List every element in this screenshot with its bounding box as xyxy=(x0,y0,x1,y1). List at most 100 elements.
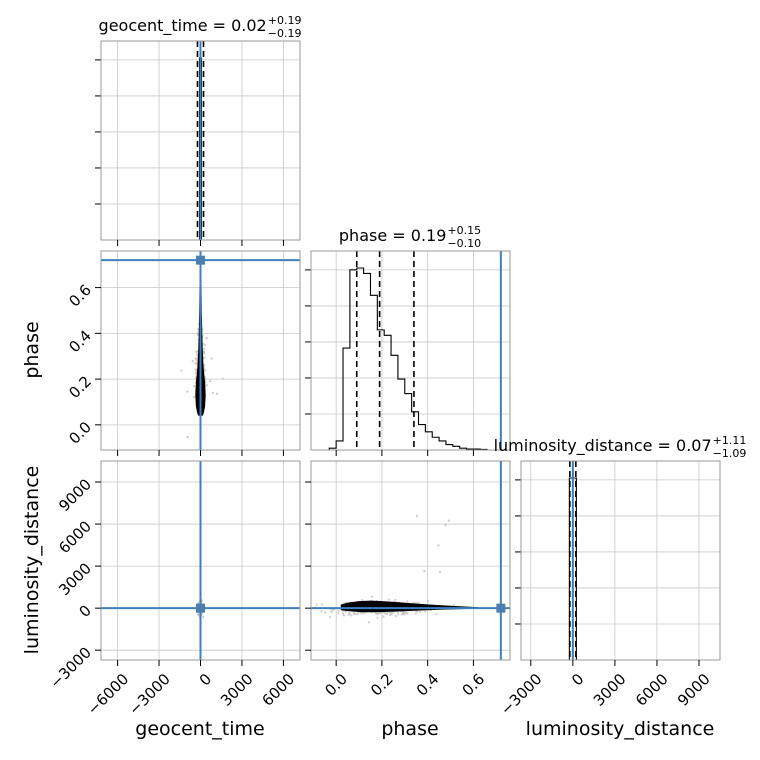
scatter-phase-geocent-point xyxy=(205,336,208,340)
grid-layer xyxy=(101,41,720,660)
scatter-dist-phase-point xyxy=(389,613,392,617)
scatter-dist-phase-outlier-point xyxy=(438,570,442,574)
scatter-dist-phase-outlier-point xyxy=(444,523,447,527)
panel-phase-phase-frame xyxy=(310,250,511,451)
scatter-phase-geocent-point xyxy=(202,347,206,350)
scatter-phase-geocent-point xyxy=(195,359,198,362)
ytick-label-phase: 0.6 xyxy=(65,281,95,311)
ytick-label-phase: 0.0 xyxy=(65,418,95,448)
title-phase: phase = 0.19 +0.15−0.10 xyxy=(339,224,481,250)
scatter-dist-phase-point xyxy=(419,610,422,613)
title-luminosity_distance: luminosity_distance = 0.07 +1.11−1.09 xyxy=(494,434,747,460)
yaxis-label-phase: phase xyxy=(21,321,43,378)
scatter-phase-geocent-outlier-point xyxy=(193,395,196,399)
scatter-phase-geocent-outlier-point xyxy=(211,391,215,395)
xtick-label-luminosity_distance: 3000 xyxy=(590,670,630,710)
scatter-dist-phase-point xyxy=(402,611,406,615)
scatter-dist-phase-point xyxy=(435,612,438,616)
title-upper-geocent_time: +0.19 xyxy=(268,14,302,27)
yaxis-label-luminosity_distance: luminosity_distance xyxy=(21,466,43,655)
scatter-dist-phase-point xyxy=(370,595,374,598)
scatter-dist-phase-outlier-point xyxy=(423,569,426,573)
ytick-label-luminosity_distance: 3000 xyxy=(55,559,95,599)
scatter-phase-geocent-point xyxy=(194,357,198,360)
scatter-dist-phase-point xyxy=(328,615,332,619)
scatter-phase-geocent-point xyxy=(194,372,198,375)
title-upper-phase: +0.15 xyxy=(447,224,481,237)
scatter-dist-phase-point xyxy=(362,611,366,614)
title-main-luminosity_distance: luminosity_distance = 0.07 xyxy=(494,436,712,456)
scatter-dist-phase-point xyxy=(400,613,403,616)
scatter-dist-phase-point xyxy=(406,600,409,603)
xtick-label-geocent_time: 3000 xyxy=(217,670,257,710)
xtick-label-geocent_time: −6000 xyxy=(84,670,133,719)
title-geocent_time: geocent_time = 0.02 +0.19−0.19 xyxy=(99,14,302,40)
marks-layer xyxy=(195,41,577,660)
scatter-dist-phase-point xyxy=(350,614,353,617)
scatter-phase-geocent-point xyxy=(205,384,208,387)
scatter-dist-phase-point xyxy=(383,612,386,615)
ytick-label-phase: 0.2 xyxy=(65,372,95,402)
histogram-phase xyxy=(328,267,497,451)
xtick-label-luminosity_distance: −3000 xyxy=(497,670,546,719)
xtick-label-phase: 0.0 xyxy=(321,670,351,700)
xtick-label-geocent_time: 0 xyxy=(196,670,215,689)
density-dist-phase xyxy=(340,600,478,613)
xtick-label-phase: 0.4 xyxy=(413,670,443,700)
ytick-label-luminosity_distance: 6000 xyxy=(55,517,95,557)
xtick-label-luminosity_distance: 0 xyxy=(568,670,587,689)
scatter-phase-geocent-point xyxy=(202,363,206,367)
scatter-dist-phase-point xyxy=(337,609,340,612)
scatter-dist-phase-point xyxy=(405,612,408,615)
truth-layer xyxy=(101,41,574,660)
scatter-dist-phase-point xyxy=(414,612,417,615)
scatter-dist-phase-outlier-point xyxy=(447,519,450,522)
scatter-dist-phase-point xyxy=(324,611,327,614)
scatter-dist-phase-point xyxy=(337,612,340,615)
xaxis-label-phase: phase xyxy=(381,718,438,740)
scatter-phase-geocent-point xyxy=(203,356,206,360)
title-lower-phase: −0.10 xyxy=(447,237,481,250)
scatter-dist-phase-point xyxy=(356,613,359,616)
scatter-dist-phase-point xyxy=(427,599,430,603)
scatter-phase-geocent-outlier-point xyxy=(186,435,189,439)
scatter-phase-geocent-outlier-point xyxy=(221,377,224,380)
scatter-dist-phase-point xyxy=(382,615,385,618)
scatter-dist-phase-point xyxy=(385,612,389,616)
scatter-dist-phase-point xyxy=(394,598,397,601)
scatter-phase-geocent-point xyxy=(191,359,194,363)
xtick-label-luminosity_distance: 6000 xyxy=(632,670,672,710)
scatter-dist-phase-outlier-point xyxy=(437,544,440,547)
title-lower-luminosity_distance: −1.09 xyxy=(713,447,747,460)
scatter-dist-phase-point xyxy=(361,599,364,602)
title-main-phase: phase = 0.19 xyxy=(339,226,446,245)
scatter-phase-geocent-outlier-point xyxy=(210,357,213,360)
scatter-dist-phase-point xyxy=(424,610,427,613)
ytick-label-luminosity_distance: 9000 xyxy=(55,475,95,515)
xaxis-label-geocent_time: geocent_time xyxy=(135,718,264,740)
scatter-phase-geocent-outlier-point xyxy=(208,379,212,383)
scatter-phase-geocent-point xyxy=(202,350,205,353)
scatter-dist-phase-outlier-point xyxy=(415,514,419,518)
scatter-dist-phase-point xyxy=(413,601,416,604)
scatter-phase-geocent-point xyxy=(195,353,199,356)
ytick-label-luminosity_distance: −3000 xyxy=(46,643,95,692)
xtick-label-geocent_time: −3000 xyxy=(125,670,174,719)
scatter-dist-phase-point xyxy=(315,603,318,606)
panel-luminosity_distance-phase-frame xyxy=(310,460,511,661)
xtick-label-luminosity_distance: 9000 xyxy=(674,670,714,710)
scatter-dist-phase-point xyxy=(320,610,323,613)
panel-luminosity_distance-luminosity_distance-frame xyxy=(520,460,721,661)
scatter-phase-geocent-point xyxy=(195,350,198,354)
scatter-dist-phase-point xyxy=(415,610,419,613)
xtick-label-phase: 0.6 xyxy=(459,670,489,700)
ytick-label-phase: 0.4 xyxy=(65,327,95,357)
scatter-dist-phase-point xyxy=(330,610,333,613)
scatter-phase-geocent-outlier-point xyxy=(186,390,189,393)
xtick-label-geocent_time: 6000 xyxy=(258,670,298,710)
scatter-phase-geocent-point xyxy=(194,362,197,365)
truth-marker-luminosity_distance-geocent_time xyxy=(196,603,205,613)
title-upper-luminosity_distance: +1.11 xyxy=(713,434,747,447)
scatter-dist-phase-outlier xyxy=(415,514,450,574)
scatter-phase-geocent-point xyxy=(203,369,207,372)
